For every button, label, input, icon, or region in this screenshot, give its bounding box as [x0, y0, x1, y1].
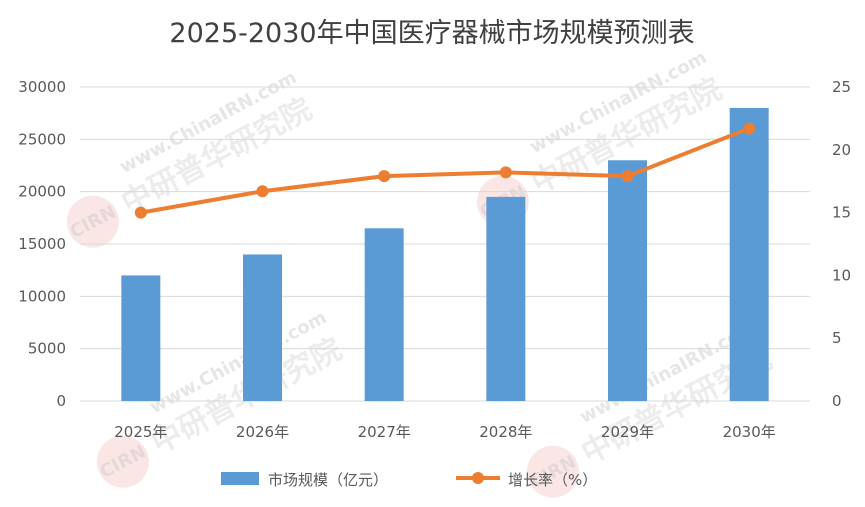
- line-point: [256, 185, 269, 198]
- left-tick-label: 0: [56, 392, 66, 410]
- right-tick-label: 20: [832, 141, 851, 159]
- right-tick-label: 10: [832, 266, 851, 284]
- line-point: [621, 170, 634, 183]
- legend: 市场规模（亿元） 增长率（%）: [221, 471, 597, 489]
- x-tick-label: 2025年: [114, 423, 167, 441]
- right-tick-label: 0: [832, 392, 842, 410]
- line-path: [140, 126, 750, 215]
- left-tick-label: 20000: [18, 183, 66, 201]
- line-point: [499, 166, 512, 179]
- gridlines: [80, 86, 810, 402]
- right-tick-label: 25: [832, 78, 851, 96]
- line-point: [378, 170, 391, 183]
- x-axis-ticks: 2025年 2026年 2027年 2028年 2029年 2030年: [114, 423, 776, 441]
- x-tick-label: 2026年: [236, 423, 289, 441]
- left-tick-label: 25000: [18, 130, 66, 148]
- bar: [729, 107, 769, 401]
- right-tick-label: 5: [832, 329, 842, 347]
- bar: [243, 254, 282, 401]
- x-tick-label: 2028年: [479, 423, 532, 441]
- legend-line-marker: [472, 472, 484, 484]
- bar: [486, 196, 526, 401]
- left-tick-label: 10000: [18, 287, 66, 305]
- chart-title: 2025-2030年中国医疗器械市场规模预测表: [169, 18, 694, 49]
- x-tick-label: 2030年: [723, 423, 776, 441]
- x-tick-label: 2029年: [601, 423, 654, 441]
- bar-series: [121, 107, 769, 401]
- bar: [364, 228, 404, 401]
- legend-bar-swatch: [221, 472, 259, 485]
- right-tick-label: 15: [832, 204, 851, 222]
- line-point: [743, 122, 756, 135]
- right-axis-ticks: 0 5 10 15 20 25: [832, 78, 851, 410]
- watermark-logo: [96, 435, 149, 488]
- left-tick-label: 5000: [28, 340, 66, 358]
- left-tick-label: 15000: [18, 235, 66, 253]
- line-point: [134, 206, 147, 219]
- left-tick-label: 30000: [18, 78, 66, 96]
- left-axis-ticks: 0 5000 10000 15000 20000 25000 30000: [18, 78, 66, 410]
- line-series: [134, 122, 756, 219]
- bar: [608, 160, 647, 401]
- watermark-logo: [66, 195, 119, 248]
- watermark-logo: [526, 445, 579, 498]
- bar: [121, 275, 161, 401]
- legend-bar-label: 市场规模（亿元）: [268, 471, 388, 489]
- x-tick-label: 2027年: [358, 423, 411, 441]
- legend-line-label: 增长率（%）: [508, 471, 597, 489]
